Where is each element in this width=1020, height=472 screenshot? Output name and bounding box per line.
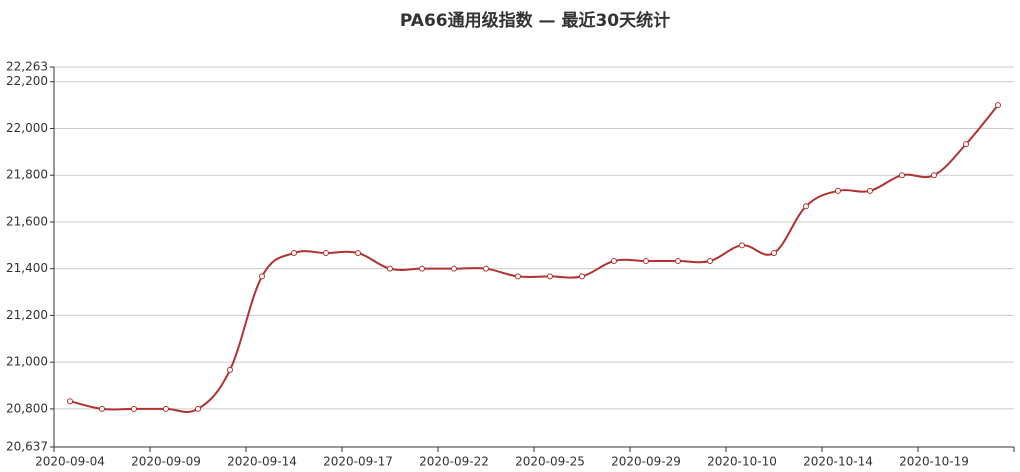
y-tick-label: 22,263 bbox=[6, 60, 48, 74]
point bbox=[163, 405, 169, 412]
point bbox=[643, 257, 649, 264]
point bbox=[515, 273, 521, 280]
point bbox=[931, 172, 937, 179]
x-tick-label: 2020-09-17 bbox=[323, 455, 393, 469]
point bbox=[899, 172, 905, 179]
line bbox=[69, 104, 999, 413]
x-tick-label: 2020-09-29 bbox=[611, 455, 681, 469]
point bbox=[227, 366, 233, 373]
x-tick-label: 2020-09-14 bbox=[227, 455, 297, 469]
point bbox=[675, 257, 681, 264]
x-tick-label: 2020-10-10 bbox=[707, 455, 777, 469]
y-tick-label: 20,800 bbox=[6, 401, 48, 415]
point bbox=[803, 203, 809, 210]
point bbox=[483, 265, 489, 272]
y-tick-label: 21,200 bbox=[6, 308, 48, 322]
point bbox=[611, 257, 617, 264]
point bbox=[291, 250, 297, 257]
point bbox=[963, 141, 969, 148]
point bbox=[387, 265, 393, 272]
point bbox=[323, 250, 329, 257]
y-tick-label: 22,000 bbox=[6, 121, 48, 135]
point bbox=[131, 405, 137, 412]
point bbox=[67, 398, 73, 405]
point bbox=[195, 405, 201, 412]
point bbox=[259, 273, 265, 280]
point bbox=[835, 187, 841, 194]
point bbox=[355, 250, 361, 257]
chart-title: PA66通用级指数 — 最近30天统计 bbox=[400, 10, 670, 31]
point bbox=[579, 273, 585, 280]
point bbox=[451, 265, 457, 272]
point bbox=[867, 187, 873, 194]
y-tick-label: 21,000 bbox=[6, 355, 48, 369]
point bbox=[739, 242, 745, 249]
y-tick-label: 21,400 bbox=[6, 261, 48, 275]
x-tick-label: 2020-09-04 bbox=[35, 455, 105, 469]
point bbox=[995, 102, 1001, 109]
x-tick-label: 2020-09-22 bbox=[419, 455, 489, 469]
y-tick-label: 21,800 bbox=[6, 168, 48, 182]
x-tick-label: 2020-09-25 bbox=[515, 455, 585, 469]
point bbox=[547, 273, 553, 280]
point bbox=[771, 250, 777, 257]
y-tick-label: 20,637 bbox=[6, 440, 48, 454]
point bbox=[99, 405, 105, 412]
y-tick-label: 21,600 bbox=[6, 214, 48, 228]
x-tick-label: 2020-09-09 bbox=[131, 455, 201, 469]
point bbox=[419, 265, 425, 272]
point bbox=[707, 257, 713, 264]
x-tick-label: 2020-10-19 bbox=[899, 455, 969, 469]
x-tick-label: 2020-10-14 bbox=[803, 455, 873, 469]
y-tick-label: 22,200 bbox=[6, 74, 48, 88]
